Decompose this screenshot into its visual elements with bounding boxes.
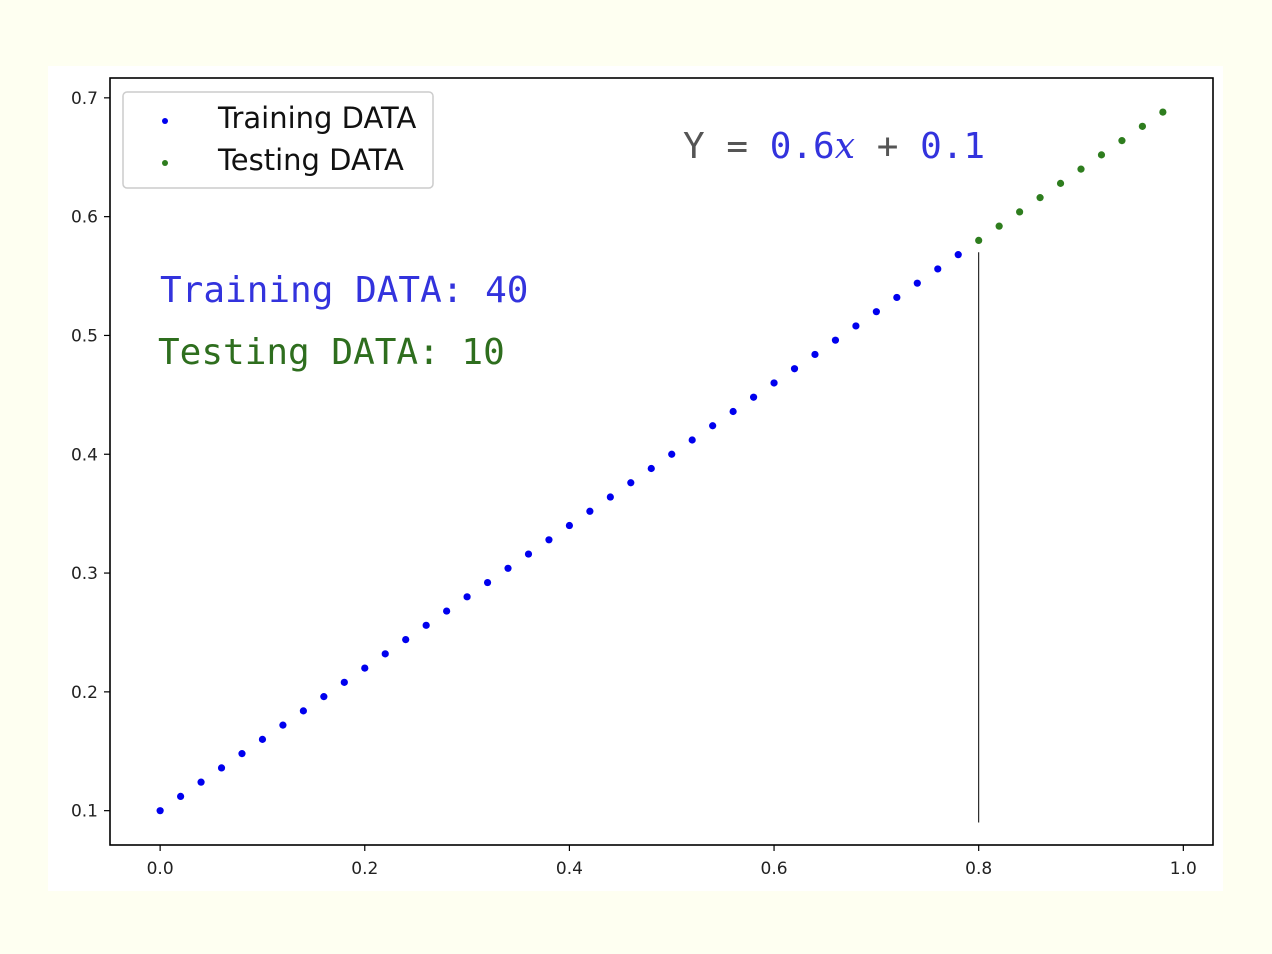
data-points [156,108,1167,815]
training-point [586,507,594,515]
figure: 0.0 0.2 0.4 0.6 0.8 1.0 0.1 0.2 0.3 0.4 0.5 0.6 0.7… [48,66,1223,891]
x-tick-label: 0.4 [556,859,583,879]
x-tick-label: 0.8 [965,859,992,879]
training-point [443,607,451,615]
y-tick-label: 0.6 [71,208,98,228]
testing-point [1159,108,1167,116]
training-point [565,521,574,530]
training-point [647,464,655,473]
training-point [524,550,533,558]
x-tick-label: 0.0 [147,859,174,879]
training-point [606,493,614,501]
legend-label-training: Training DATA [217,101,417,135]
testing-point [1077,165,1085,173]
training-point [729,407,737,416]
training-point [934,265,942,273]
legend-label-testing: Testing DATA [217,143,404,177]
y-tick-label: 0.1 [71,802,98,822]
training-point [299,707,307,715]
training-point [463,593,471,601]
training-point [340,678,348,686]
y-tick-label: 0.2 [71,683,98,703]
training-point [320,693,328,701]
training-point [381,650,389,658]
training-point [831,336,840,344]
testing-point [1036,194,1044,202]
y-axis: 0.1 0.2 0.3 0.4 0.5 0.6 0.7 [71,89,110,822]
training-point [790,365,799,373]
legend-marker-testing [162,160,168,166]
testing-point [995,222,1003,230]
y-tick-label: 0.4 [71,445,98,465]
x-tick-label: 0.2 [351,859,378,879]
equation-annotation: Y = 0.6x + 0.1 [683,126,985,167]
scatter-chart: 0.0 0.2 0.4 0.6 0.8 1.0 0.1 0.2 0.3 0.4 0.5 0.6 0.7… [71,77,1214,879]
training-point [279,721,287,729]
testing-point [1138,122,1146,130]
training-point [258,735,267,743]
training-point [361,664,369,672]
testing-point [1118,137,1126,145]
equation-prefix: Y = [683,126,770,167]
training-point [688,436,696,444]
training-point [893,293,901,302]
legend: Training DATA Testing DATA [122,91,434,189]
plot-area [109,77,1214,846]
testing-count-annotation: Testing DATA: 10 [158,332,505,373]
training-point [483,578,492,587]
equation-slope: 0.6 [770,126,835,167]
training-point [627,479,635,487]
y-tick-label: 0.5 [71,326,98,346]
testing-point [1056,179,1065,187]
training-point [422,621,430,629]
training-point [852,322,860,330]
x-tick-label: 0.6 [761,859,788,879]
training-point [770,379,778,387]
training-point [954,251,962,259]
training-count-annotation: Training DATA: 40 [160,270,528,311]
training-point [197,778,205,786]
y-tick-label: 0.7 [71,89,98,109]
training-point [504,564,512,572]
legend-marker-training [162,118,168,124]
equation-plus: + [855,126,920,167]
testing-point [1016,208,1024,216]
equation-intercept: 0.1 [920,126,985,167]
training-point [217,764,226,772]
training-point [811,350,819,359]
training-point [668,450,676,458]
training-point [913,279,921,287]
training-point [177,792,185,801]
x-axis: 0.0 0.2 0.4 0.6 0.8 1.0 [147,845,1197,879]
training-point [238,750,246,758]
training-point [545,536,553,544]
training-point [749,393,758,401]
training-point [402,635,410,644]
y-tick-label: 0.3 [71,564,98,584]
equation-variable: x [835,126,855,167]
x-tick-label: 1.0 [1170,859,1197,879]
testing-point [1097,151,1106,159]
training-point [709,422,717,430]
testing-point [975,236,983,245]
legend-box [122,91,434,189]
training-point [156,807,164,815]
training-point [872,308,880,316]
